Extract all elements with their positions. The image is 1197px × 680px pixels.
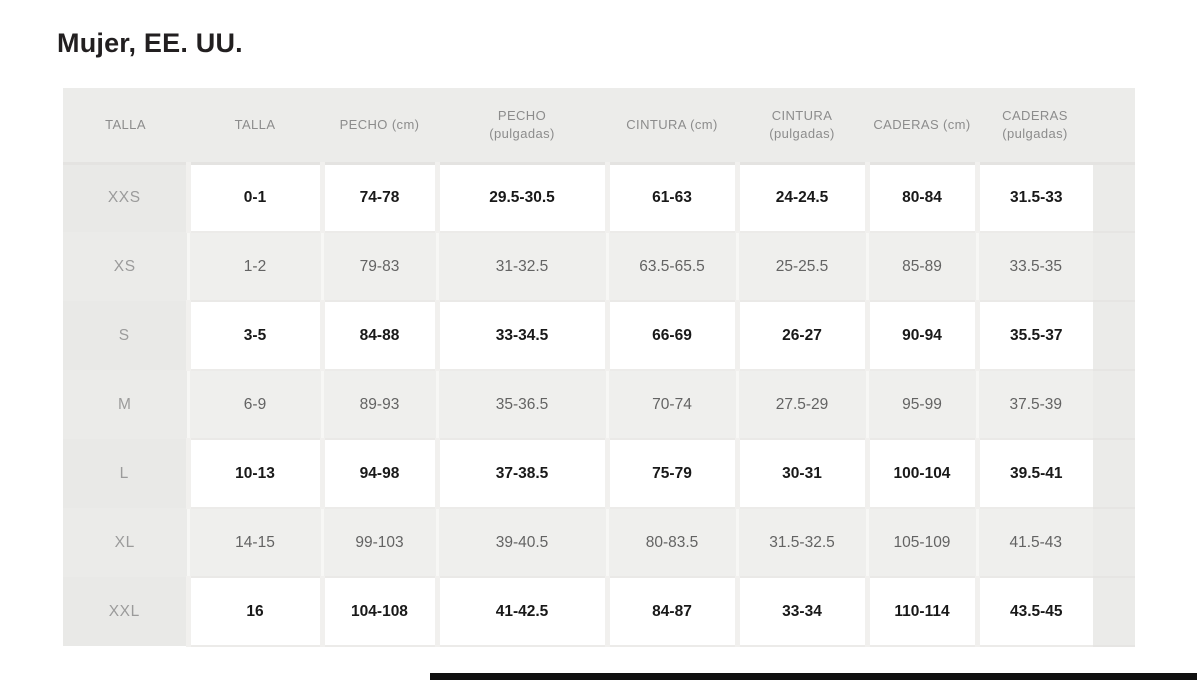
size-chart-table: TALLA TALLA PECHO (cm) PECHO (pulgadas) CINTU…	[63, 88, 1135, 647]
measurement-value: 85-89	[865, 232, 977, 302]
size-label: S	[63, 301, 188, 370]
column-header: CINTURA (cm)	[607, 88, 737, 165]
measurement-value: 37.5-39	[975, 370, 1093, 440]
table-row-m: M 6-9 89-93 35-36.5 70-74 27.5-29 95-99 37.5-39	[63, 370, 1135, 440]
measurement-value: 10-13	[185, 439, 322, 509]
measurement-value: 75-79	[604, 439, 737, 509]
table-right-gutter	[1093, 88, 1135, 165]
measurement-value: 99-103	[320, 508, 437, 578]
table-row-xxl: XXL 16 104-108 41-42.5 84-87 33-34 110-114 43.5…	[63, 577, 1135, 647]
measurement-value: 1-2	[186, 232, 322, 302]
measurement-value: 37-38.5	[434, 439, 607, 509]
measurement-value: 31.5-32.5	[735, 508, 867, 578]
size-label: XXL	[63, 577, 188, 646]
measurement-value: 33.5-35	[975, 232, 1093, 302]
measurement-value: 26-27	[734, 301, 867, 371]
measurement-value: 3-5	[185, 301, 322, 371]
measurement-value: 80-84	[864, 163, 977, 233]
column-header: CADERAS (pulgadas)	[977, 88, 1093, 165]
measurement-value: 29.5-30.5	[434, 163, 607, 233]
page-title: Mujer, EE. UU.	[57, 28, 243, 58]
measurement-value: 25-25.5	[735, 232, 867, 302]
measurement-value: 84-88	[319, 301, 437, 371]
table-right-gutter	[1093, 439, 1135, 509]
measurement-value: 24-24.5	[734, 163, 867, 233]
table-right-gutter	[1093, 370, 1135, 440]
measurement-value: 33-34.5	[434, 301, 607, 371]
measurement-value: 84-87	[604, 577, 737, 647]
measurement-value: 90-94	[864, 301, 977, 371]
bottom-bar	[430, 673, 1197, 680]
header-row: TALLA TALLA PECHO (cm) PECHO (pulgadas) CINTU…	[63, 88, 1135, 165]
column-header: CINTURA (pulgadas)	[737, 88, 867, 165]
measurement-value: 35-36.5	[435, 370, 607, 440]
measurement-value: 6-9	[186, 370, 322, 440]
table-row-xxs: XXS 0-1 74-78 29.5-30.5 61-63 24-24.5 80-84 31.…	[63, 163, 1135, 233]
measurement-value: 31.5-33	[974, 163, 1093, 233]
table-right-gutter	[1093, 508, 1135, 578]
measurement-value: 80-83.5	[605, 508, 737, 578]
measurement-value: 74-78	[319, 163, 437, 233]
table-right-gutter	[1093, 301, 1135, 371]
measurement-value: 27.5-29	[735, 370, 867, 440]
measurement-value: 41-42.5	[434, 577, 607, 647]
table-right-gutter	[1093, 163, 1135, 233]
table-right-gutter	[1093, 232, 1135, 302]
measurement-value: 35.5-37	[974, 301, 1093, 371]
table-right-gutter	[1093, 577, 1135, 647]
column-header: PECHO (pulgadas)	[437, 88, 607, 165]
measurement-value: 70-74	[605, 370, 737, 440]
column-header: TALLA	[188, 88, 322, 165]
measurement-value: 16	[185, 577, 322, 647]
size-label: XS	[63, 232, 188, 301]
measurement-value: 104-108	[319, 577, 437, 647]
column-header: CADERAS (cm)	[867, 88, 977, 165]
table-row-xs: XS 1-2 79-83 31-32.5 63.5-65.5 25-25.5 85-89 33…	[63, 232, 1135, 302]
size-label: XXS	[63, 163, 188, 232]
measurement-value: 89-93	[320, 370, 437, 440]
measurement-value: 31-32.5	[435, 232, 607, 302]
measurement-value: 63.5-65.5	[605, 232, 737, 302]
measurement-value: 66-69	[604, 301, 737, 371]
measurement-value: 39.5-41	[974, 439, 1093, 509]
column-header: PECHO (cm)	[322, 88, 437, 165]
measurement-value: 94-98	[319, 439, 437, 509]
measurement-value: 100-104	[864, 439, 977, 509]
measurement-value: 105-109	[865, 508, 977, 578]
table-row-s: S 3-5 84-88 33-34.5 66-69 26-27 90-94 35.5-37	[63, 301, 1135, 371]
size-label: L	[63, 439, 188, 508]
size-label: M	[63, 370, 188, 439]
column-header: TALLA	[63, 88, 188, 165]
measurement-value: 0-1	[185, 163, 322, 233]
measurement-value: 33-34	[734, 577, 867, 647]
measurement-value: 41.5-43	[975, 508, 1093, 578]
measurement-value: 79-83	[320, 232, 437, 302]
table-body: XXS 0-1 74-78 29.5-30.5 61-63 24-24.5 80-84 31.…	[63, 163, 1135, 647]
measurement-value: 39-40.5	[435, 508, 607, 578]
measurement-value: 110-114	[864, 577, 977, 647]
measurement-value: 95-99	[865, 370, 977, 440]
size-label: XL	[63, 508, 188, 577]
measurement-value: 61-63	[604, 163, 737, 233]
measurement-value: 43.5-45	[974, 577, 1093, 647]
measurement-value: 30-31	[734, 439, 867, 509]
table-row-l: L 10-13 94-98 37-38.5 75-79 30-31 100-104 39.5-…	[63, 439, 1135, 509]
table-row-xl: XL 14-15 99-103 39-40.5 80-83.5 31.5-32.5 105-…	[63, 508, 1135, 578]
measurement-value: 14-15	[186, 508, 322, 578]
